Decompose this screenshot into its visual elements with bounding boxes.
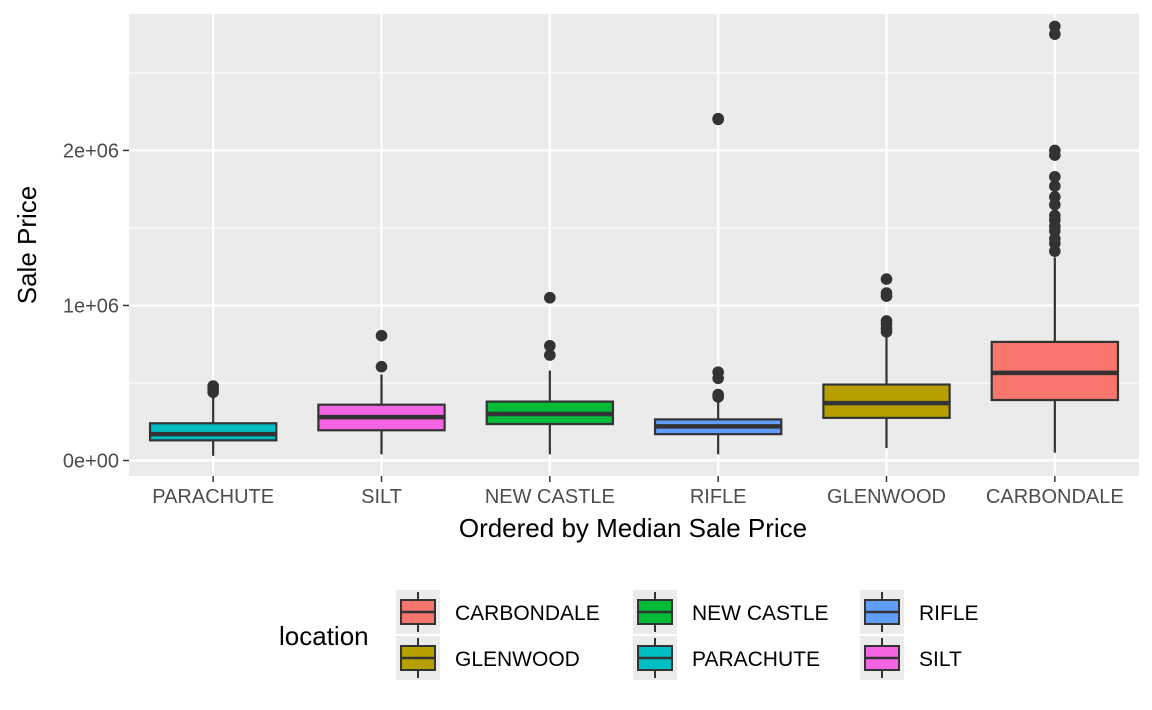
outlier-point: [1049, 144, 1061, 157]
box-new-castle: [485, 291, 615, 455]
x-tick-label: RIFLE: [690, 486, 747, 508]
outlier-point: [375, 360, 388, 373]
legend-item-parachute: PARACHUTE: [633, 636, 820, 680]
plot-panel: [129, 14, 1139, 476]
x-tick-label: CARBONDALE: [986, 486, 1124, 508]
x-axis-title: Ordered by Median Sale Price: [459, 513, 807, 543]
box-silt: [317, 329, 446, 455]
x-tick-label: GLENWOOD: [827, 486, 946, 508]
legend-label: CARBONDALE: [455, 602, 600, 625]
outlier-point: [1049, 209, 1061, 222]
box-glenwood: [822, 273, 951, 449]
legend-label: NEW CASTLE: [692, 602, 829, 625]
x-tick-label: PARACHUTE: [152, 486, 274, 508]
legend: CARBONDALE GLENWOOD NEW CASTLE PARACHUTE RIF…: [396, 590, 979, 680]
y-tick-label: 2e+06: [63, 140, 119, 162]
outlier-point: [712, 112, 724, 125]
outlier-point: [1049, 170, 1061, 183]
outlier-point: [375, 329, 388, 342]
legend-title: location: [279, 621, 369, 651]
outlier-point: [880, 287, 893, 299]
iqr-box: [148, 422, 278, 442]
outlier-point: [1049, 180, 1061, 192]
legend-label: GLENWOOD: [455, 648, 580, 671]
outlier-point: [1049, 191, 1061, 203]
outlier-point: [712, 388, 724, 401]
legend-item-silt: SILT: [860, 636, 962, 680]
outlier-point: [712, 366, 724, 378]
outlier-point: [1049, 20, 1061, 33]
outlier-point: [544, 291, 556, 304]
outlier-point: [544, 339, 556, 352]
y-axis: 0e+00 1e+06 2e+06: [63, 140, 129, 472]
outlier-point: [880, 315, 893, 327]
outlier-point: [207, 380, 219, 392]
box-carbondale: [990, 20, 1120, 453]
legend-label: PARACHUTE: [692, 648, 820, 671]
legend-label: RIFLE: [919, 602, 979, 625]
x-tick-label: NEW CASTLE: [485, 486, 615, 508]
y-axis-title: Sale Price: [12, 186, 42, 305]
y-tick-label: 0e+00: [63, 450, 119, 472]
x-axis: PARACHUTE SILT NEW CASTLE RIFLE GLENWOOD CARB…: [152, 476, 1124, 508]
legend-item-carbondale: CARBONDALE: [396, 590, 600, 634]
legend-label: SILT: [919, 648, 962, 671]
x-tick-label: SILT: [361, 486, 402, 508]
legend-item-glenwood: GLENWOOD: [396, 636, 580, 680]
outlier-point: [880, 273, 893, 285]
box-parachute: [148, 380, 278, 456]
y-tick-label: 1e+06: [63, 295, 119, 317]
box-rifle: [653, 112, 783, 455]
legend-item-new-castle: NEW CASTLE: [633, 590, 829, 634]
box-layer: [148, 20, 1120, 456]
legend-item-rifle: RIFLE: [860, 590, 979, 634]
outlier-point: [544, 349, 556, 361]
